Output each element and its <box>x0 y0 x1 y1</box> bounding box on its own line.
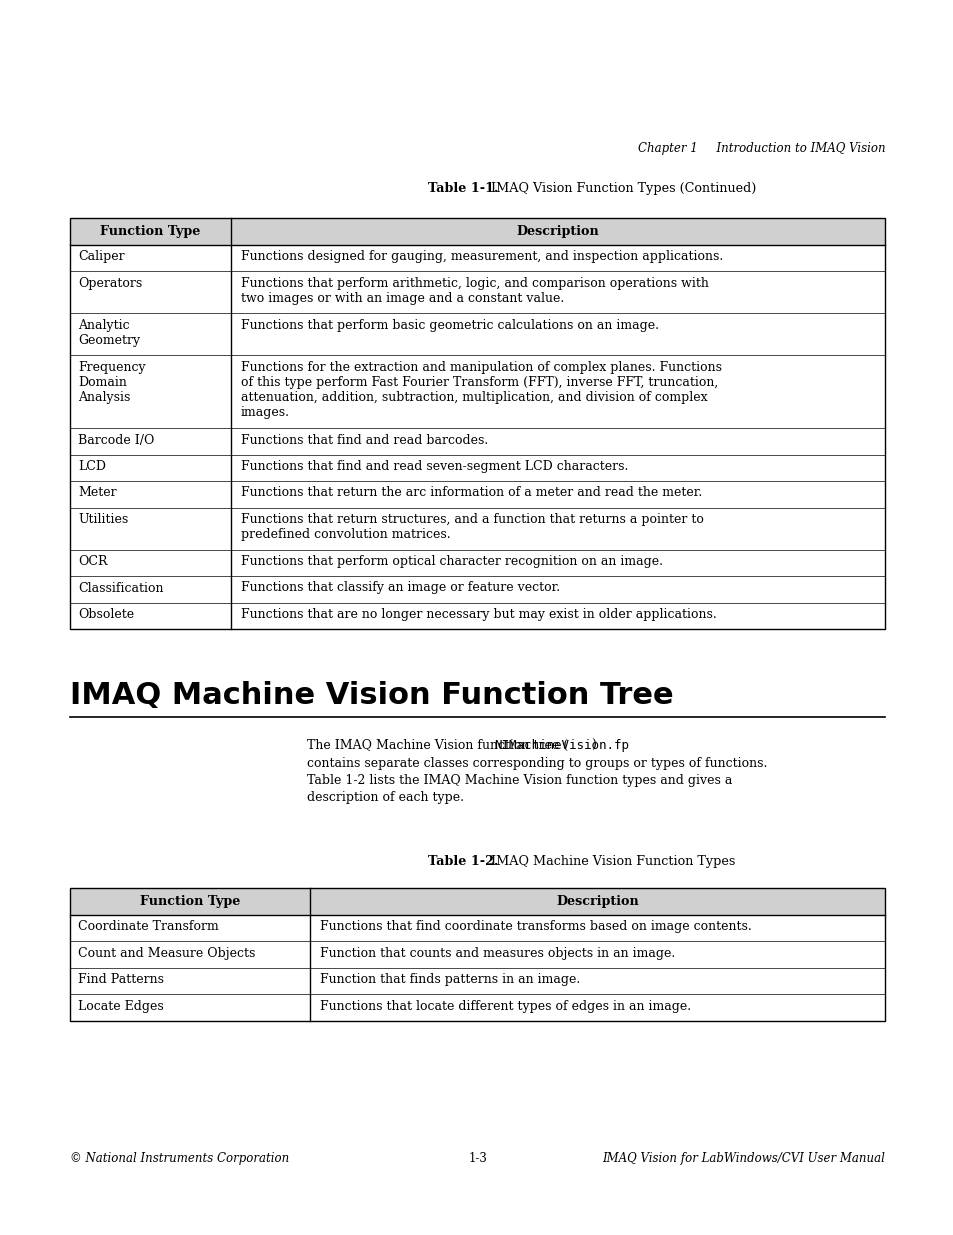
Bar <box>70 888 884 1020</box>
Text: Barcode I/O: Barcode I/O <box>78 433 154 447</box>
Text: Obsolete: Obsolete <box>78 608 134 621</box>
Text: Description: Description <box>517 225 598 238</box>
Text: ): ) <box>591 739 596 752</box>
Text: OCR: OCR <box>78 555 108 568</box>
Bar <box>70 219 884 629</box>
Bar <box>70 219 884 245</box>
Text: Frequency
Domain
Analysis: Frequency Domain Analysis <box>78 361 146 404</box>
Text: Functions that perform optical character recognition on an image.: Functions that perform optical character… <box>240 555 662 568</box>
Text: Function that counts and measures objects in an image.: Function that counts and measures object… <box>319 946 675 960</box>
Text: Table 1-2 lists the IMAQ Machine Vision function types and gives a: Table 1-2 lists the IMAQ Machine Vision … <box>306 774 731 787</box>
Text: Functions for the extraction and manipulation of complex planes. Functions
of th: Functions for the extraction and manipul… <box>240 361 721 419</box>
Text: Description: Description <box>556 894 639 908</box>
Text: Operators: Operators <box>78 277 142 289</box>
Text: Functions that find and read barcodes.: Functions that find and read barcodes. <box>240 433 488 447</box>
Text: Function Type: Function Type <box>100 225 200 238</box>
Text: Analytic
Geometry: Analytic Geometry <box>78 319 140 347</box>
Text: Functions that classify an image or feature vector.: Functions that classify an image or feat… <box>240 582 559 594</box>
Text: Functions that find coordinate transforms based on image contents.: Functions that find coordinate transform… <box>319 920 751 932</box>
Text: Utilities: Utilities <box>78 513 129 526</box>
Text: Functions that perform basic geometric calculations on an image.: Functions that perform basic geometric c… <box>240 319 659 331</box>
Text: Table 1-1.: Table 1-1. <box>427 182 497 195</box>
Text: The IMAQ Machine Vision function tree (: The IMAQ Machine Vision function tree ( <box>306 739 567 752</box>
Bar <box>70 888 884 914</box>
Text: IMAQ Machine Vision Function Types: IMAQ Machine Vision Function Types <box>482 855 735 868</box>
Text: Locate Edges: Locate Edges <box>78 999 164 1013</box>
Text: Functions designed for gauging, measurement, and inspection applications.: Functions designed for gauging, measurem… <box>240 249 722 263</box>
Text: NIMachineVision.fp: NIMachineVision.fp <box>494 739 629 752</box>
Text: Function Type: Function Type <box>140 894 240 908</box>
Text: Functions that perform arithmetic, logic, and comparison operations with
two ima: Functions that perform arithmetic, logic… <box>240 277 708 305</box>
Text: IMAQ Vision for LabWindows/CVI User Manual: IMAQ Vision for LabWindows/CVI User Manu… <box>601 1152 884 1165</box>
Text: Functions that locate different types of edges in an image.: Functions that locate different types of… <box>319 999 691 1013</box>
Text: Functions that are no longer necessary but may exist in older applications.: Functions that are no longer necessary b… <box>240 608 716 621</box>
Text: Caliper: Caliper <box>78 249 125 263</box>
Text: LCD: LCD <box>78 459 106 473</box>
Text: Functions that return the arc information of a meter and read the meter.: Functions that return the arc informatio… <box>240 487 701 499</box>
Text: Functions that return structures, and a function that returns a pointer to
prede: Functions that return structures, and a … <box>240 513 703 541</box>
Text: Classification: Classification <box>78 582 164 594</box>
Text: description of each type.: description of each type. <box>306 792 463 804</box>
Text: IMAQ Machine Vision Function Tree: IMAQ Machine Vision Function Tree <box>70 680 673 710</box>
Text: Coordinate Transform: Coordinate Transform <box>78 920 218 932</box>
Text: Count and Measure Objects: Count and Measure Objects <box>78 946 255 960</box>
Text: Meter: Meter <box>78 487 116 499</box>
Text: Function that finds patterns in an image.: Function that finds patterns in an image… <box>319 973 579 986</box>
Text: Functions that find and read seven-segment LCD characters.: Functions that find and read seven-segme… <box>240 459 628 473</box>
Text: contains separate classes corresponding to groups or types of functions.: contains separate classes corresponding … <box>306 757 766 769</box>
Text: Chapter 1     Introduction to IMAQ Vision: Chapter 1 Introduction to IMAQ Vision <box>637 142 884 156</box>
Text: 1-3: 1-3 <box>468 1152 487 1165</box>
Text: Table 1-2.: Table 1-2. <box>427 855 497 868</box>
Text: Find Patterns: Find Patterns <box>78 973 164 986</box>
Text: IMAQ Vision Function Types (Continued): IMAQ Vision Function Types (Continued) <box>482 182 756 195</box>
Text: © National Instruments Corporation: © National Instruments Corporation <box>70 1152 289 1165</box>
